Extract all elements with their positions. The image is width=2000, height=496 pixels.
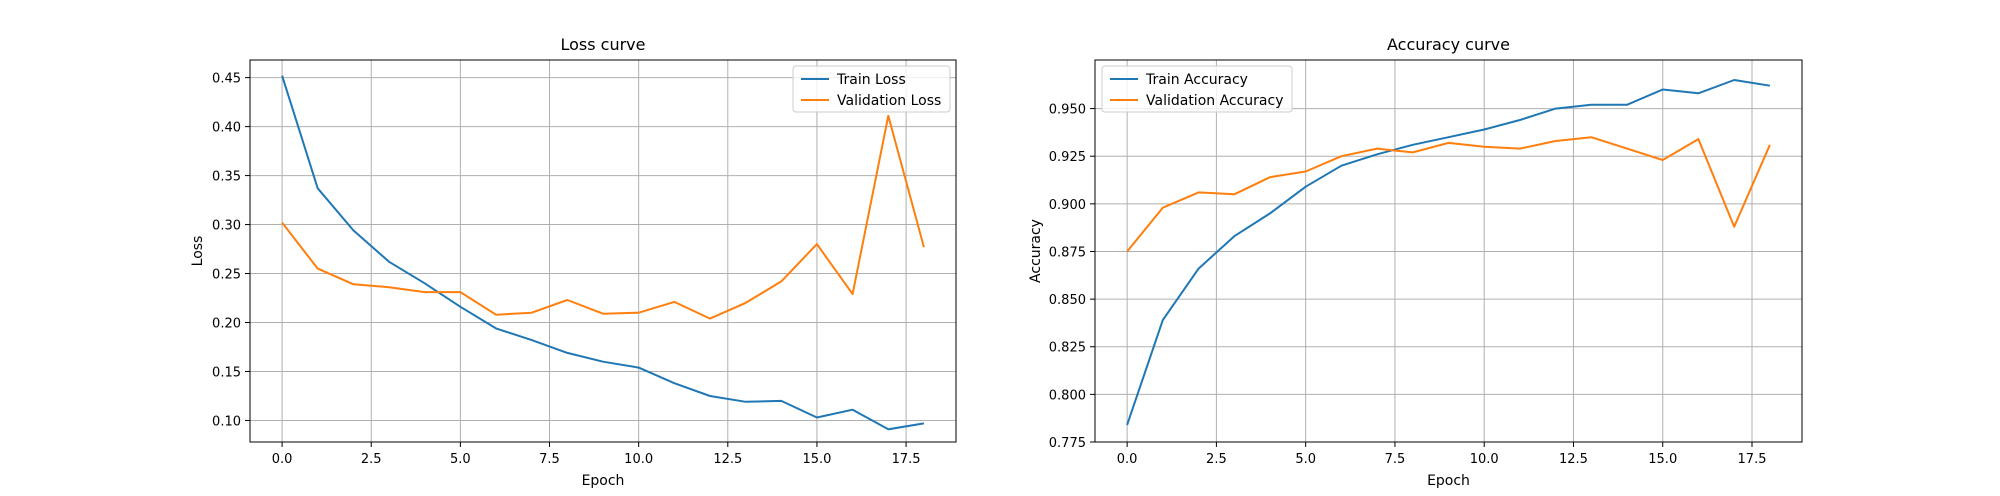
x-tick-label: 17.5 bbox=[1738, 452, 1767, 467]
y-tick-label: 0.40 bbox=[212, 121, 241, 136]
y-tick-label: 0.900 bbox=[1049, 198, 1086, 213]
x-axis-label: Epoch bbox=[1427, 473, 1470, 489]
series-line-validation-loss bbox=[281, 114, 925, 320]
chart-title: Loss curve bbox=[560, 35, 645, 54]
x-tick-label: 10.0 bbox=[624, 452, 653, 467]
x-tick-label: 0.0 bbox=[1117, 452, 1138, 467]
chart-1: 0.0 2.5 5.0 7.5 10.0 12.5 15.0 17.5 0.775 0.800 0.… bbox=[1028, 35, 1803, 489]
x-tick-label: 15.0 bbox=[1648, 452, 1677, 467]
legend: Train Loss Validation Loss bbox=[792, 65, 951, 113]
y-tick-label: 0.775 bbox=[1049, 436, 1086, 451]
x-tick-label: 5.0 bbox=[1295, 452, 1316, 467]
legend-label: Train Loss bbox=[836, 72, 906, 88]
x-tick-label: 10.0 bbox=[1470, 452, 1499, 467]
x-tick-label: 12.5 bbox=[713, 452, 742, 467]
x-tick-label: 12.5 bbox=[1559, 452, 1588, 467]
chart-0: 0.0 2.5 5.0 7.5 10.0 12.5 15.0 17.5 0.10 0.15 0.20… bbox=[190, 35, 957, 489]
y-tick-label: 0.825 bbox=[1049, 341, 1086, 356]
series-line-train-accuracy bbox=[1126, 79, 1771, 426]
x-tick-label: 2.5 bbox=[361, 452, 382, 467]
y-tick-label: 0.25 bbox=[212, 268, 241, 283]
y-axis-label: Accuracy bbox=[1028, 219, 1044, 283]
x-tick-label: 7.5 bbox=[539, 452, 560, 467]
x-tick-label: 5.0 bbox=[450, 452, 471, 467]
y-tick-label: 0.35 bbox=[212, 170, 241, 185]
chart-title: Accuracy curve bbox=[1387, 35, 1510, 54]
y-tick-label: 0.45 bbox=[212, 72, 241, 87]
plot-frame bbox=[249, 59, 957, 443]
y-tick-label: 0.20 bbox=[212, 317, 241, 332]
y-axis-label: Loss bbox=[190, 236, 206, 267]
x-tick-label: 0.0 bbox=[272, 452, 293, 467]
y-tick-label: 0.800 bbox=[1049, 388, 1086, 403]
x-tick-label: 7.5 bbox=[1385, 452, 1406, 467]
legend-label: Validation Accuracy bbox=[1146, 93, 1284, 109]
y-tick-label: 0.15 bbox=[212, 365, 241, 380]
legend: Train Accuracy Validation Accuracy bbox=[1101, 65, 1293, 113]
x-tick-label: 15.0 bbox=[802, 452, 831, 467]
series-line-train-loss bbox=[281, 75, 925, 431]
y-tick-label: 0.10 bbox=[212, 414, 241, 429]
y-tick-label: 0.850 bbox=[1049, 293, 1086, 308]
legend-box bbox=[792, 65, 951, 113]
legend-box bbox=[1101, 65, 1293, 113]
y-tick-label: 0.875 bbox=[1049, 245, 1086, 260]
legend-label: Validation Loss bbox=[837, 93, 941, 109]
y-tick-label: 0.950 bbox=[1049, 103, 1086, 118]
x-tick-label: 17.5 bbox=[892, 452, 921, 467]
x-axis-label: Epoch bbox=[582, 473, 625, 489]
y-tick-label: 0.30 bbox=[212, 219, 241, 234]
x-tick-label: 2.5 bbox=[1206, 452, 1227, 467]
series-line-validation-accuracy bbox=[1126, 136, 1771, 253]
legend-label: Train Accuracy bbox=[1145, 72, 1248, 88]
y-tick-label: 0.925 bbox=[1049, 150, 1086, 165]
